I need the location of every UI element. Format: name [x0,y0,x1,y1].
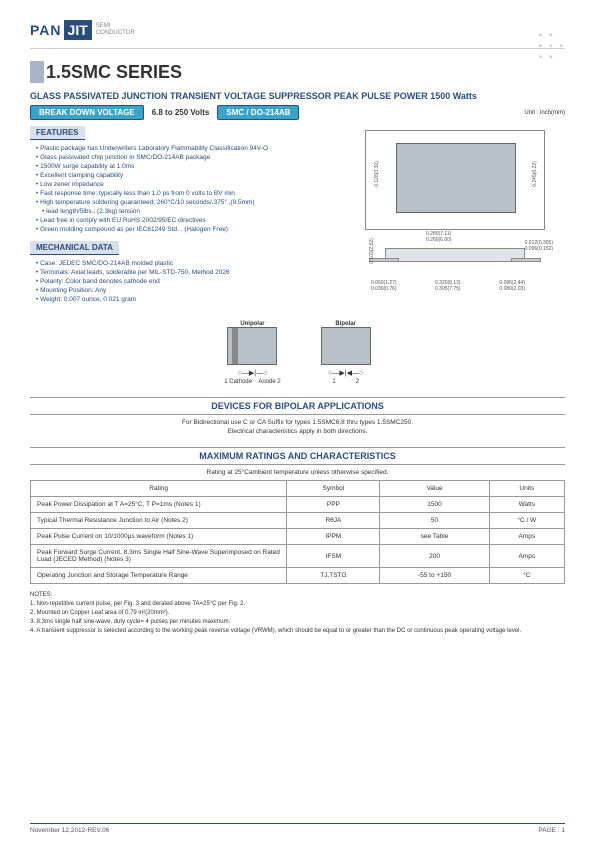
bipolar-section-title: DEVICES FOR BIPOLAR APPLICATIONS [30,397,565,415]
dim-label: 0.080(2.03) [499,286,525,292]
feature-item: Fast response time: typically less than … [36,190,355,197]
mech-item: Weight: 0.007 ounce, 0.021 gram [36,296,355,303]
bdv-value: 6.8 to 250 Volts [152,108,210,117]
page-title: 1.5SMC SERIES [30,61,565,83]
mechanical-list: Case: JEDEC SMC/DO-214AB molded plastic … [30,260,355,303]
unit-label: Unit : inch(mm) [524,110,565,116]
table-row: Peak Forward Surge Current, 8.3ms Single… [31,545,565,568]
logo: PAN JIT SEMICONDUCTOR [30,20,565,40]
diode-icon: ○—▶|◀—○ [321,369,371,377]
table-row: Peak Pulse Current on 10/1000μs waveform… [31,529,565,545]
dim-label: 0.245(6.22) [532,161,538,187]
dim-label: 0.103(2.62) [369,238,375,264]
polarity-diagrams: Unipolar ○—▶|—○ 1 Cathode Anode 2 Bipola… [30,319,565,385]
note-item: 4. A transient suppressor is selected ac… [30,628,565,634]
features-heading: FEATURES [30,126,85,140]
mech-item: Polarity: Color band denotes cathode end [36,278,355,285]
footer-page: PAGE . 1 [538,827,565,834]
footer-date: November 12,2012-REV.06 [30,827,109,834]
table-header: Symbol [287,481,380,497]
mech-item: Terminals: Axial leads, solderable per M… [36,269,355,276]
title-text: 1.5SMC SERIES [46,62,182,83]
logo-pan: PAN [30,22,62,38]
feature-item: Glass passivated chip junction in SMC/DO… [36,154,355,161]
features-list: Plastic package has Underwriters Laborat… [30,145,355,233]
feature-item: Low zener impedance [36,181,355,188]
table-row: Peak Power Dissipation at T A=25°C, T P=… [31,497,565,513]
pkg-pill: SMC / DO-214AB [217,105,299,120]
feature-item: Excellent clamping capability [36,172,355,179]
table-header: Units [489,481,564,497]
mech-item: Case: JEDEC SMC/DO-214AB molded plastic [36,260,355,267]
logo-jit: JIT [64,20,92,40]
feature-item: Green molding compound as per IEC61249 S… [36,226,355,233]
bipolar-text: Electrical characteristics apply in both… [30,428,565,435]
package-diagram: 0.280(7.11) 0.260(6.60) 0.128(3.30) 0.24… [365,126,565,311]
ratings-section-title: MAXIMUM RATINGS AND CHARACTERISTICS [30,447,565,465]
dim-label: 0.030(0.76) [371,286,397,292]
dim-label: 0.128(3.30) [374,161,380,187]
note-item: 2. Mounted on Copper Leaf area of 0.79 i… [30,610,565,616]
notes-heading: NOTES: [30,592,565,598]
feature-item: Lead free in comply with EU RoHS 2002/95… [36,217,355,224]
mechanical-heading: MECHANICAL DATA [30,241,119,255]
subtitle: GLASS PASSIVATED JUNCTION TRANSIENT VOLT… [30,91,565,101]
notes-section: NOTES: 1. Non-repetitive current pulse, … [30,592,565,634]
feature-item: lead length/5lbs., (2.3kg) tension [42,208,355,215]
page-footer: November 12,2012-REV.06 PAGE . 1 [30,823,565,834]
mech-item: Mounting Position: Any [36,287,355,294]
diode-icon: ○—▶|—○ [224,369,280,377]
logo-sub: SEMICONDUCTOR [96,23,135,37]
feature-item: High temperature soldering guaranteed: 2… [36,199,355,206]
ratings-subtitle: Rating at 25°Cambient temperature unless… [30,469,565,476]
bdv-pill: BREAK DOWN VOLTAGE [30,105,144,120]
dim-label: 0.006(0.152) [525,246,553,252]
dim-label: 0.305(7.75) [435,286,461,292]
note-item: 3. 8.3ms single half sine-wave, duty cyc… [30,619,565,625]
table-header: Value [380,481,489,497]
ratings-table: Rating Symbol Value Units Peak Power Dis… [30,480,565,584]
decorative-dots: ▪ ▪▪ ▪ ▪▪ ▪ [539,30,565,63]
feature-item: Plastic package has Underwriters Laborat… [36,145,355,152]
feature-item: 1500W surge capability at 1.0ms [36,163,355,170]
table-row: Operating Junction and Storage Temperatu… [31,568,565,584]
note-item: 1. Non-repetitive current pulse, per Fig… [30,601,565,607]
table-row: Typical Thermal Resistance Junction to A… [31,513,565,529]
spec-pills: BREAK DOWN VOLTAGE 6.8 to 250 Volts SMC … [30,105,565,120]
table-header: Rating [31,481,287,497]
bipolar-text: For Bidirectional use C or CA Suffix for… [30,419,565,426]
